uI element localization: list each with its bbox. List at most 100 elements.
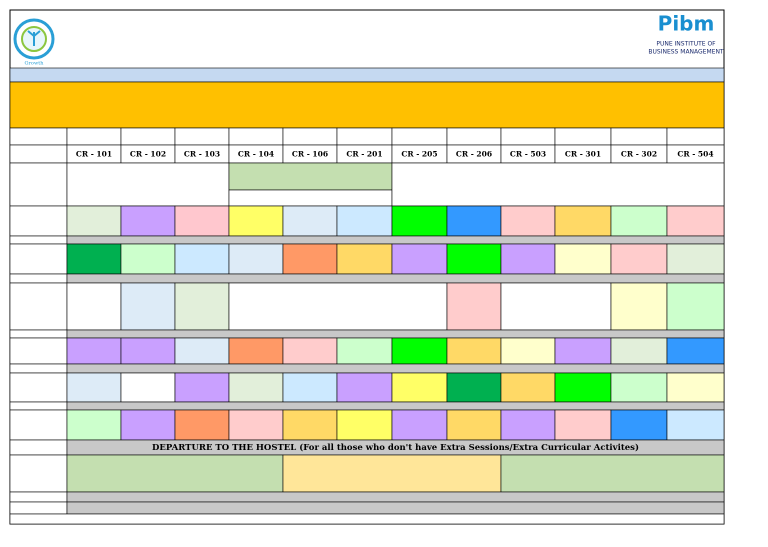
cell	[282, 243, 338, 275]
cell	[9, 454, 68, 493]
cell	[554, 243, 612, 275]
cell	[282, 372, 338, 403]
logo-caption: Growth	[25, 61, 45, 67]
break-band	[66, 273, 725, 284]
cell	[446, 337, 502, 365]
cell	[174, 372, 230, 403]
cell	[174, 127, 230, 146]
cell	[66, 337, 122, 365]
cell	[9, 235, 68, 245]
cell	[610, 243, 668, 275]
cell	[66, 205, 122, 237]
cell	[554, 337, 612, 365]
cell	[120, 243, 176, 275]
cell	[446, 243, 502, 275]
cell	[500, 409, 556, 441]
cell	[610, 282, 668, 331]
room-header: CR - 301	[565, 150, 601, 159]
cell	[554, 372, 612, 403]
cell	[174, 243, 230, 275]
cell	[446, 372, 502, 403]
cell	[336, 205, 393, 237]
cell	[282, 127, 338, 146]
cell	[228, 189, 393, 207]
cell	[120, 337, 176, 365]
cell	[9, 144, 68, 164]
cell	[500, 454, 725, 493]
left-logo: Growth	[13, 18, 55, 67]
cell	[66, 243, 122, 275]
cell	[9, 513, 725, 525]
cell	[666, 282, 725, 331]
cell	[9, 243, 68, 275]
room-header: CR - 206	[456, 150, 492, 159]
cell	[282, 454, 502, 493]
cell	[391, 337, 448, 365]
cell	[66, 282, 122, 331]
right-logo: Pibm PUNE INSTITUTE OF BUSINESS MANAGEME…	[648, 12, 724, 56]
cell	[9, 162, 68, 207]
cell	[66, 372, 122, 403]
cell	[9, 273, 68, 284]
cell	[446, 127, 502, 146]
departure-note: DEPARTURE TO THE HOSTEL (For all those w…	[152, 442, 639, 453]
cell	[9, 501, 68, 515]
brand: Pibm	[658, 12, 715, 36]
cell	[554, 409, 612, 441]
cell	[282, 205, 338, 237]
cell	[9, 372, 68, 403]
cell	[610, 337, 668, 365]
cell	[66, 409, 122, 441]
cell	[336, 337, 393, 365]
cell	[500, 337, 556, 365]
cell	[120, 205, 176, 237]
cell	[228, 372, 284, 403]
cell	[120, 282, 176, 331]
cell	[9, 329, 68, 339]
cell	[666, 337, 725, 365]
cell	[391, 162, 725, 207]
cell	[66, 454, 284, 493]
cell	[336, 409, 393, 441]
cell	[174, 337, 230, 365]
cell	[336, 372, 393, 403]
break-band	[66, 491, 725, 503]
title-band	[9, 81, 725, 129]
cell	[174, 205, 230, 237]
cell	[610, 205, 668, 237]
room-header: CR - 302	[621, 150, 657, 159]
cell	[9, 409, 68, 441]
cell	[174, 409, 230, 441]
cell	[228, 282, 448, 331]
cell	[228, 127, 284, 146]
brand-line: PUNE INSTITUTE OF	[656, 41, 716, 48]
cell	[228, 205, 284, 237]
cell	[500, 205, 556, 237]
cell	[610, 127, 668, 146]
cell	[66, 162, 230, 207]
cell	[9, 282, 68, 331]
room-header: CR - 503	[510, 150, 546, 159]
cell	[282, 337, 338, 365]
cell	[666, 205, 725, 237]
brand-line: BUSINESS MANAGEMENT	[648, 49, 724, 56]
cell	[500, 372, 556, 403]
cell	[228, 162, 393, 191]
cell	[228, 243, 284, 275]
cell	[336, 243, 393, 275]
break-band	[66, 235, 725, 245]
break-band	[66, 329, 725, 339]
room-header: CR - 103	[184, 150, 220, 159]
cell	[9, 401, 68, 411]
cell	[9, 127, 68, 146]
cell	[446, 409, 502, 441]
cell	[9, 491, 68, 503]
cell	[228, 409, 284, 441]
cell	[9, 205, 68, 237]
cell	[666, 243, 725, 275]
cell	[500, 282, 612, 331]
cell	[500, 243, 556, 275]
cell	[500, 127, 556, 146]
cell	[120, 127, 176, 146]
room-header: CR - 504	[677, 150, 713, 159]
